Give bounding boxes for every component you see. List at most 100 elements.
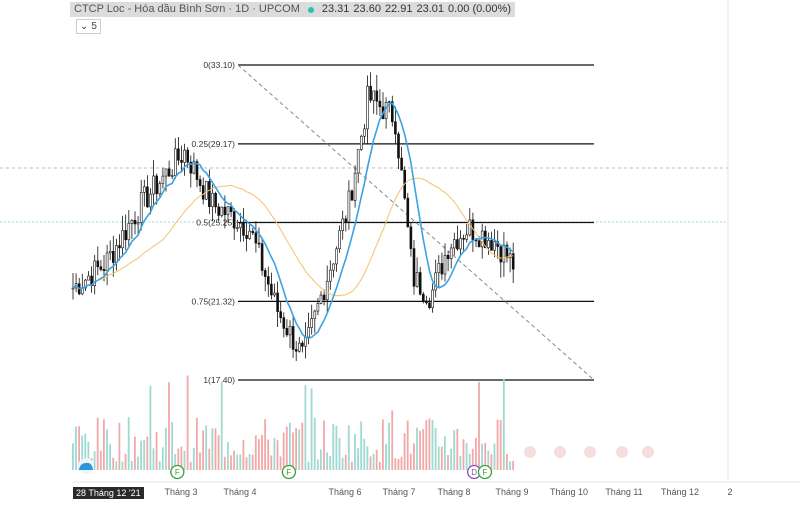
candle-body[interactable] <box>297 342 301 352</box>
symbol-legend[interactable]: CTCP Loc - Hóa dầu Bình Sơn · 1D · UPCOM… <box>70 2 515 17</box>
candle-body[interactable] <box>124 230 127 241</box>
candle-body[interactable] <box>121 230 124 249</box>
candle-body[interactable] <box>428 302 431 308</box>
candle-body[interactable] <box>236 227 239 229</box>
candle-body[interactable] <box>394 121 397 135</box>
candle-body[interactable] <box>149 193 152 208</box>
candle-body[interactable] <box>452 239 456 249</box>
candle-body[interactable] <box>434 272 438 291</box>
candle-body[interactable] <box>201 185 205 200</box>
candle-body[interactable] <box>378 100 382 108</box>
candle-body[interactable] <box>415 272 419 287</box>
candle-body[interactable] <box>387 101 391 104</box>
candle-body[interactable] <box>102 269 106 272</box>
candle-body[interactable] <box>307 327 310 338</box>
candle-body[interactable] <box>263 270 267 277</box>
candle-body[interactable] <box>353 172 357 201</box>
candle-body[interactable] <box>390 101 394 123</box>
candle-body[interactable] <box>183 149 186 163</box>
candle-body[interactable] <box>366 85 369 130</box>
candle-body[interactable] <box>483 230 487 249</box>
candle-body[interactable] <box>164 168 168 177</box>
candle-body[interactable] <box>375 90 379 102</box>
candle-body[interactable] <box>347 190 351 223</box>
candle-body[interactable] <box>344 218 348 223</box>
candle-body[interactable] <box>257 242 261 245</box>
candle-body[interactable] <box>170 175 174 177</box>
candle-body[interactable] <box>359 135 363 150</box>
candle-body[interactable] <box>322 294 326 301</box>
candle-body[interactable] <box>186 149 189 163</box>
candle-body[interactable] <box>468 219 472 236</box>
candle-body[interactable] <box>273 292 276 296</box>
candle-body[interactable] <box>446 254 450 259</box>
candle-body[interactable] <box>214 192 217 208</box>
candle-body[interactable] <box>291 326 295 350</box>
candle-body[interactable] <box>369 85 372 101</box>
candle-body[interactable] <box>363 128 366 137</box>
candle-body[interactable] <box>223 206 227 216</box>
candle-body[interactable] <box>437 263 441 274</box>
candle-body[interactable] <box>431 289 434 308</box>
candle-body[interactable] <box>177 148 180 161</box>
candle-body[interactable] <box>155 175 158 195</box>
candle-body[interactable] <box>449 247 453 259</box>
event-marker[interactable] <box>281 464 297 480</box>
candle-body[interactable] <box>180 159 183 163</box>
candle-body[interactable] <box>87 275 90 281</box>
candle-body[interactable] <box>130 220 134 224</box>
candle-body[interactable] <box>499 246 503 263</box>
candle-body[interactable] <box>421 293 425 302</box>
candle-body[interactable] <box>304 336 307 347</box>
candle-body[interactable] <box>276 292 279 312</box>
trend-line[interactable] <box>237 64 595 381</box>
candle-body[interactable] <box>189 161 193 174</box>
candle-body[interactable] <box>167 168 171 177</box>
candle-body[interactable] <box>229 206 233 212</box>
candle-body[interactable] <box>266 276 270 285</box>
candle-body[interactable] <box>217 206 220 216</box>
candle-body[interactable] <box>511 253 515 270</box>
candle-body[interactable] <box>127 223 131 241</box>
candle-body[interactable] <box>245 235 248 239</box>
candle-body[interactable] <box>341 218 345 231</box>
candle-body[interactable] <box>105 252 109 272</box>
candle-body[interactable] <box>146 186 149 208</box>
candle-body[interactable] <box>310 318 314 328</box>
candle-body[interactable] <box>356 149 360 174</box>
candle-body[interactable] <box>84 279 87 289</box>
candle-body[interactable] <box>325 280 329 301</box>
candle-body[interactable] <box>400 157 403 171</box>
candle-body[interactable] <box>406 197 410 228</box>
candle-body[interactable] <box>226 206 230 216</box>
candle-body[interactable] <box>195 161 199 180</box>
candle-body[interactable] <box>136 222 140 225</box>
candle-body[interactable] <box>139 192 143 223</box>
candle-body[interactable] <box>502 244 506 263</box>
candle-body[interactable] <box>294 349 298 352</box>
candle-body[interactable] <box>270 283 273 296</box>
candle-body[interactable] <box>133 220 137 225</box>
candle-body[interactable] <box>242 222 245 236</box>
candle-body[interactable] <box>260 243 264 271</box>
candle-body[interactable] <box>158 183 162 195</box>
indicator-toggle-button[interactable]: ⌄ 5 <box>76 19 101 34</box>
candle-body[interactable] <box>350 190 354 201</box>
candle-body[interactable] <box>316 303 320 312</box>
candle-body[interactable] <box>232 211 236 229</box>
candle-body[interactable] <box>99 266 103 270</box>
candle-body[interactable] <box>115 245 118 263</box>
candle-body[interactable] <box>412 248 416 287</box>
candle-body[interactable] <box>313 310 317 319</box>
candle-body[interactable] <box>205 181 208 200</box>
candle-body[interactable] <box>480 230 484 248</box>
candle-body[interactable] <box>443 254 447 275</box>
candle-body[interactable] <box>288 326 292 336</box>
candle-body[interactable] <box>301 342 304 347</box>
candle-body[interactable] <box>96 260 100 268</box>
candle-body[interactable] <box>487 240 490 249</box>
candle-body[interactable] <box>418 272 422 295</box>
candle-body[interactable] <box>279 311 283 318</box>
